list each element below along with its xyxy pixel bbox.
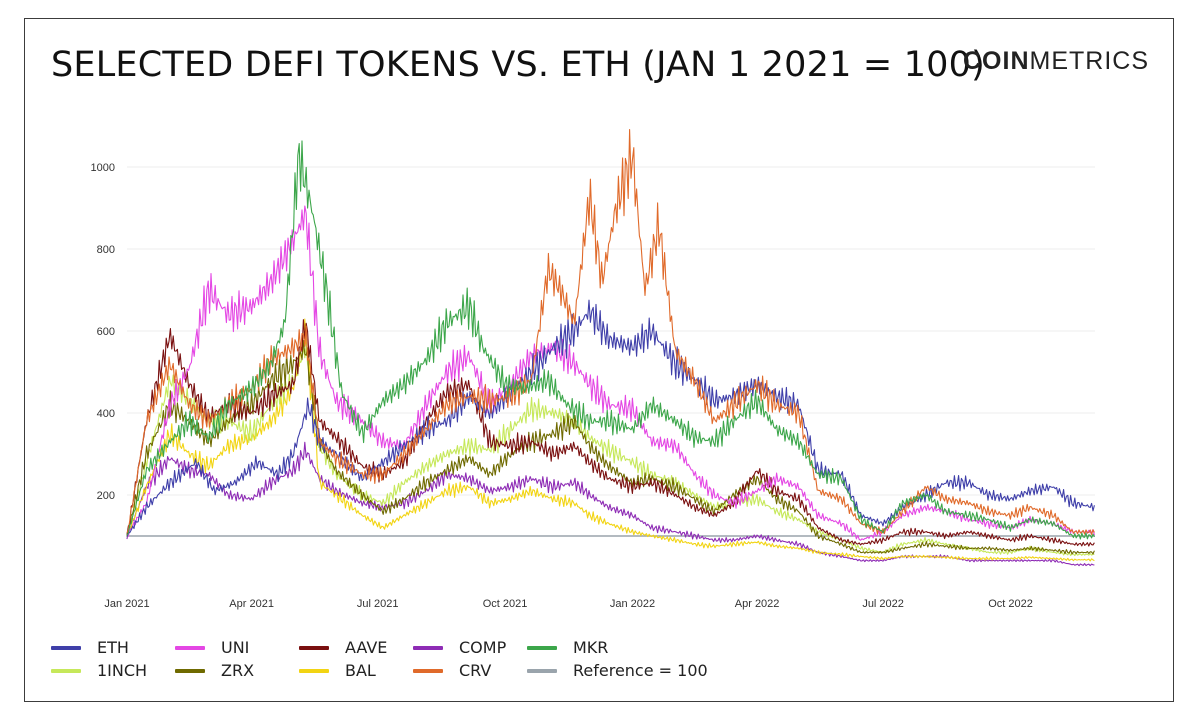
legend-swatch	[413, 668, 443, 673]
legend-label: MKR	[573, 638, 609, 657]
legend-item: AAVE	[299, 637, 413, 658]
series-group	[126, 129, 1095, 567]
legend-label: CRV	[459, 661, 492, 680]
legend-label: ZRX	[221, 661, 255, 680]
legend-swatch	[527, 668, 557, 673]
brand-logo-bold: COIN	[963, 47, 1030, 75]
legend-label: COMP	[459, 638, 507, 657]
legend-label: 1INCH	[97, 661, 148, 680]
series-line-comp	[126, 441, 1095, 567]
legend-item: Reference = 100	[527, 660, 727, 681]
x-tick-label: Oct 2022	[988, 598, 1033, 610]
legend-swatch	[175, 668, 205, 673]
line-chart: 200 400 600 800 1000 Jan 2021 Apr 2021 Jul 202…	[91, 129, 1095, 610]
x-tick-label: Oct 2021	[483, 598, 528, 610]
legend-item: ZRX	[175, 660, 299, 681]
x-axis: Jan 2021 Apr 2021 Jul 2021 Oct 2021 Jan 2022…	[104, 598, 1032, 610]
legend-item: 1INCH	[51, 660, 175, 681]
chart-frame: SELECTED DEFI TOKENS VS. ETH (JAN 1 2021…	[24, 18, 1174, 702]
y-axis: 200 400 600 800 1000	[91, 162, 115, 502]
legend-item: UNI	[175, 637, 299, 658]
y-tick-label: 600	[97, 326, 115, 338]
legend-label: Reference = 100	[573, 661, 708, 680]
y-tick-label: 800	[97, 244, 115, 256]
brand-logo-light: METRICS	[1029, 47, 1149, 75]
x-tick-label: Jan 2021	[104, 598, 149, 610]
chart-legend: ETH UNI AAVE COMP MKR 1INCH ZRX BAL CRV Reference…	[51, 637, 727, 681]
y-tick-label: 1000	[91, 162, 115, 174]
brand-logo: COINMETRICS	[963, 47, 1149, 76]
series-line-crv	[126, 129, 1095, 536]
legend-swatch	[299, 668, 329, 673]
series-line-zrx	[126, 340, 1095, 555]
legend-swatch	[527, 645, 557, 650]
x-tick-label: Apr 2021	[229, 598, 274, 610]
legend-item: COMP	[413, 637, 527, 658]
legend-label: BAL	[345, 661, 376, 680]
series-line-mkr	[126, 140, 1095, 540]
series-line-uni	[126, 205, 1095, 541]
y-tick-label: 200	[97, 490, 115, 502]
x-tick-label: Jan 2022	[610, 598, 655, 610]
y-tick-label: 400	[97, 408, 115, 420]
legend-item: MKR	[527, 637, 727, 658]
x-tick-label: Apr 2022	[735, 598, 780, 610]
series-line-aave	[126, 319, 1095, 547]
x-tick-label: Jul 2021	[357, 598, 399, 610]
legend-label: UNI	[221, 638, 250, 657]
legend-item: ETH	[51, 637, 175, 658]
legend-swatch	[299, 645, 329, 650]
legend-swatch	[175, 645, 205, 650]
legend-swatch	[51, 668, 81, 673]
legend-swatch	[51, 645, 81, 650]
legend-swatch	[413, 645, 443, 650]
chart-title: SELECTED DEFI TOKENS VS. ETH (JAN 1 2021…	[51, 45, 985, 85]
legend-item: BAL	[299, 660, 413, 681]
legend-label: ETH	[97, 638, 129, 657]
x-tick-label: Jul 2022	[862, 598, 904, 610]
series-line-eth	[126, 299, 1095, 537]
grid-lines	[127, 166, 1095, 496]
legend-item: CRV	[413, 660, 527, 681]
legend-label: AAVE	[345, 638, 388, 657]
